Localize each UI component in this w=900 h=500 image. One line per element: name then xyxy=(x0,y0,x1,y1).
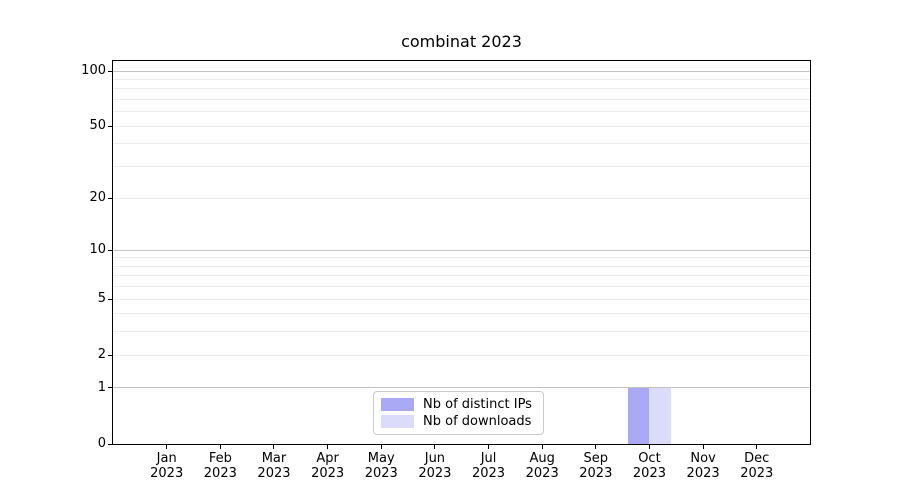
x-tick-month: Apr xyxy=(316,451,339,466)
y-gridline-minor xyxy=(113,197,810,199)
y-gridline-minor xyxy=(113,275,810,277)
x-tick-mark xyxy=(434,445,436,449)
x-tick-mark xyxy=(219,445,221,449)
y-gridline-major xyxy=(113,387,810,389)
y-tick-mark xyxy=(108,125,112,127)
x-tick-month: Oct xyxy=(638,451,661,466)
y-tick-label: 2 xyxy=(97,347,106,363)
y-tick-mark xyxy=(108,70,112,72)
legend-row-distinct-ips: Nb of distinct IPs xyxy=(381,397,536,412)
y-tick-mark xyxy=(108,249,112,251)
x-tick-mark xyxy=(380,445,382,449)
legend-row-downloads: Nb of downloads xyxy=(381,414,536,429)
y-tick-label: 1 xyxy=(97,379,106,395)
x-tick-month: Feb xyxy=(208,451,232,466)
x-tick-year: 2023 xyxy=(686,466,720,481)
legend-label-distinct-ips: Nb of distinct IPs xyxy=(423,397,532,412)
x-tick-year: 2023 xyxy=(150,466,184,481)
y-gridline-minor xyxy=(113,331,810,333)
legend-swatch-downloads xyxy=(381,415,414,428)
y-gridline-minor xyxy=(113,166,810,168)
x-tick-year: 2023 xyxy=(311,466,345,481)
x-tick-month: Sep xyxy=(583,451,609,466)
y-gridline-minor xyxy=(113,286,810,288)
bar-downloads xyxy=(649,387,672,444)
x-tick-label: Feb 2023 xyxy=(188,451,252,481)
x-tick-month: Mar xyxy=(261,451,287,466)
x-tick-mark xyxy=(756,445,758,449)
y-tick-label: 0 xyxy=(97,436,106,451)
x-tick-mark xyxy=(273,445,275,449)
chart-title: combinat 2023 xyxy=(401,32,522,51)
y-tick-mark xyxy=(108,298,112,300)
x-tick-month: Jul xyxy=(480,451,497,466)
legend: Nb of distinct IPs Nb of downloads xyxy=(373,391,544,435)
bar-distinct-ips xyxy=(627,387,650,444)
y-gridline-minor xyxy=(113,143,810,145)
y-gridline-major xyxy=(113,249,810,251)
x-tick-month: Nov xyxy=(690,451,716,466)
y-tick-mark xyxy=(108,354,112,356)
x-tick-year: 2023 xyxy=(364,466,398,481)
x-tick-mark xyxy=(488,445,490,449)
x-tick-year: 2023 xyxy=(632,466,666,481)
x-tick-label: Apr 2023 xyxy=(296,451,360,481)
x-tick-year: 2023 xyxy=(257,466,291,481)
x-tick-year: 2023 xyxy=(740,466,774,481)
x-tick-label: Oct 2023 xyxy=(617,451,681,481)
x-tick-month: Dec xyxy=(744,451,770,466)
x-tick-month: Jan xyxy=(156,451,177,466)
x-tick-mark xyxy=(595,445,597,449)
x-tick-year: 2023 xyxy=(579,466,613,481)
y-tick-label: 100 xyxy=(81,63,106,79)
x-tick-label: Jul 2023 xyxy=(457,451,521,481)
x-tick-year: 2023 xyxy=(525,466,559,481)
x-tick-month: May xyxy=(367,451,395,466)
y-gridline-minor xyxy=(113,354,810,356)
x-tick-label: Mar 2023 xyxy=(242,451,306,481)
y-gridline-minor xyxy=(113,298,810,300)
y-gridline-minor xyxy=(113,99,810,101)
y-tick-mark xyxy=(108,387,112,389)
x-tick-label: Jun 2023 xyxy=(403,451,467,481)
x-tick-year: 2023 xyxy=(203,466,237,481)
y-tick-mark xyxy=(108,197,112,199)
x-tick-mark xyxy=(327,445,329,449)
x-tick-year: 2023 xyxy=(418,466,452,481)
plot-area xyxy=(112,60,811,445)
y-gridline-minor xyxy=(113,265,810,267)
x-tick-label: May 2023 xyxy=(349,451,413,481)
legend-swatch-distinct-ips xyxy=(381,398,414,411)
y-tick-label: 5 xyxy=(97,291,106,307)
x-tick-label: Aug 2023 xyxy=(510,451,574,481)
y-tick-label: 50 xyxy=(89,118,106,134)
x-tick-label: Sep 2023 xyxy=(564,451,628,481)
y-gridline-minor xyxy=(113,88,810,90)
y-gridline-major xyxy=(113,70,810,72)
x-tick-year: 2023 xyxy=(471,466,506,481)
y-gridline-minor xyxy=(113,313,810,315)
y-gridline-minor xyxy=(113,111,810,113)
y-gridline-minor xyxy=(113,125,810,127)
x-tick-mark xyxy=(541,445,543,449)
y-tick-label: 10 xyxy=(89,242,106,258)
x-tick-mark xyxy=(702,445,704,449)
legend-label-downloads: Nb of downloads xyxy=(423,414,532,429)
y-gridline-minor xyxy=(113,79,810,81)
x-tick-month: Aug xyxy=(529,451,555,466)
y-tick-label: 20 xyxy=(89,190,106,205)
y-gridline-minor xyxy=(113,257,810,259)
x-tick-label: Dec 2023 xyxy=(725,451,789,481)
x-tick-month: Jun xyxy=(424,451,446,466)
x-tick-label: Nov 2023 xyxy=(671,451,735,481)
x-tick-label: Jan 2023 xyxy=(135,451,199,481)
x-tick-mark xyxy=(648,445,650,449)
x-tick-mark xyxy=(166,445,168,449)
y-tick-mark xyxy=(108,443,112,445)
